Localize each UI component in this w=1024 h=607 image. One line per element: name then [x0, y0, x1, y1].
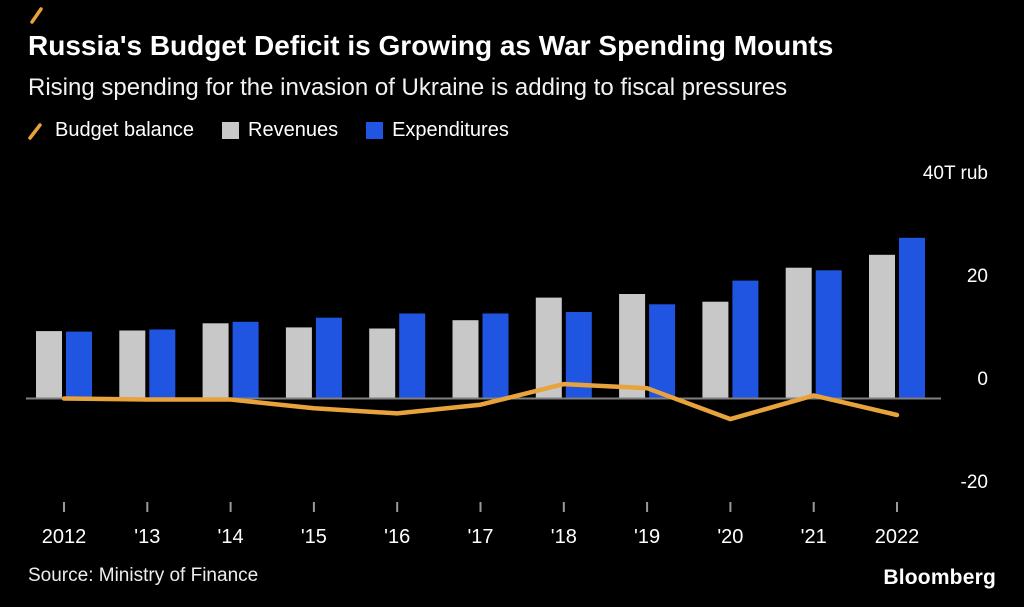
y-axis-label--20: -20: [961, 472, 988, 493]
y-axis-label-40: 40T rub: [923, 163, 988, 184]
bar-expenditures-14: [232, 321, 259, 398]
x-axis-label-13: '13: [134, 526, 160, 548]
x-axis-label-14: '14: [218, 526, 244, 548]
legend-label: Expenditures: [392, 119, 509, 141]
bloomberg-logo: Bloomberg: [883, 566, 996, 589]
x-axis-label-19: '19: [634, 526, 660, 548]
bar-expenditures-17: [482, 313, 509, 398]
x-axis-label-20: '20: [717, 526, 743, 548]
bar-revenues-2022: [869, 254, 895, 398]
bar-revenues-17: [452, 320, 479, 398]
bar-revenues-15: [285, 327, 312, 398]
line-budget-balance: [61, 381, 900, 422]
x-axis-label-15: '15: [301, 526, 327, 548]
legend-item-budget-balance: Budget balance: [26, 119, 194, 142]
bar-revenues-13: [119, 330, 146, 398]
square-swatch-icon: [222, 122, 240, 139]
bar-revenues-19: [619, 294, 646, 398]
bar-expenditures-19: [649, 304, 676, 398]
bar-revenues-18: [535, 297, 562, 398]
bar-expenditures-2012: [66, 331, 92, 398]
line-swatch-icon: [28, 122, 42, 140]
chart-subtitle: Rising spending for the invasion of Ukra…: [28, 74, 788, 101]
bar-revenues-16: [369, 328, 396, 398]
y-axis-label-0: 0: [977, 369, 988, 390]
bar-expenditures-15: [315, 317, 342, 398]
x-axis-label-17: '17: [467, 526, 493, 548]
legend: Budget balance Revenues Expenditures: [26, 119, 509, 142]
legend-label: Revenues: [248, 119, 339, 141]
y-axis-label-20: 20: [967, 266, 988, 287]
bar-revenues-21: [785, 267, 812, 398]
bar-expenditures-2022: [899, 237, 925, 398]
bar-expenditures-13: [149, 329, 176, 398]
bar-revenues-14: [202, 323, 229, 398]
bar-revenues-2012: [36, 331, 62, 399]
chart-title: Russia's Budget Deficit is Growing as Wa…: [28, 30, 834, 61]
bar-revenues-20: [702, 301, 729, 398]
legend-item-revenues: Revenues: [222, 119, 338, 142]
x-axis-label-2012: 2012: [42, 526, 87, 548]
legend-label: Budget balance: [55, 119, 195, 141]
source-note: Source: Ministry of Finance: [28, 565, 259, 586]
bar-expenditures-20: [732, 280, 759, 398]
x-axis-label-2022: 2022: [875, 526, 920, 548]
bloomberg-accent-icon: [30, 7, 43, 24]
square-swatch-icon: [366, 122, 384, 139]
x-axis-label-21: '21: [801, 526, 827, 548]
x-axis-label-18: '18: [551, 526, 577, 548]
x-axis-label-16: '16: [384, 526, 410, 548]
bar-expenditures-16: [399, 313, 426, 398]
legend-item-expenditures: Expenditures: [366, 119, 509, 142]
bar-expenditures-21: [815, 270, 842, 398]
